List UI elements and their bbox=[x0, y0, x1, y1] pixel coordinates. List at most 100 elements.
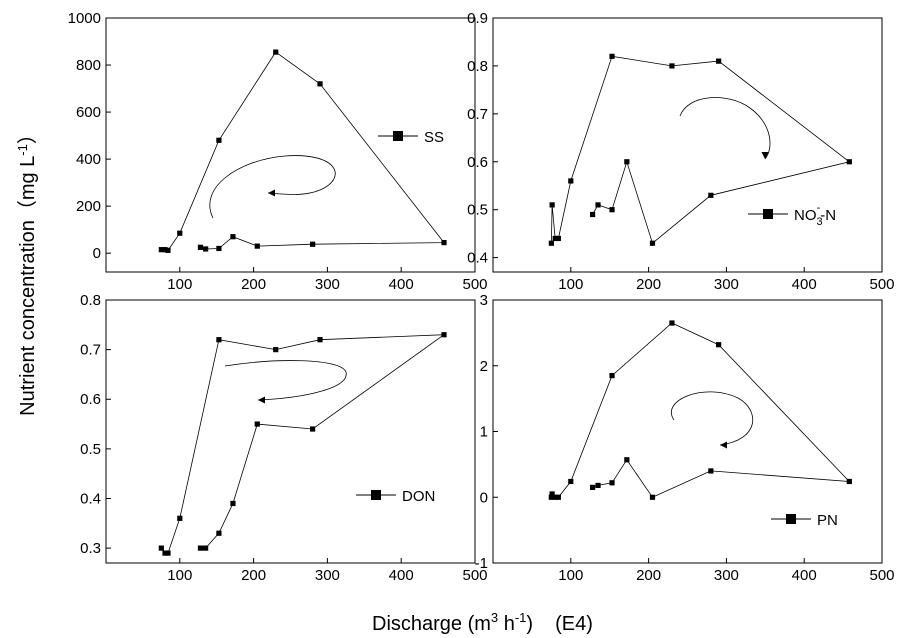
x-tick-label: 300 bbox=[315, 567, 340, 584]
data-point bbox=[595, 202, 600, 207]
x-tick-label: 400 bbox=[389, 567, 414, 584]
data-point bbox=[230, 234, 235, 239]
data-point bbox=[203, 546, 208, 551]
arrow-head-icon bbox=[258, 397, 265, 404]
hysteresis-arrow bbox=[680, 98, 770, 159]
data-point bbox=[255, 244, 260, 249]
plot-frame bbox=[106, 18, 475, 272]
legend-label: DON bbox=[402, 488, 435, 505]
data-point bbox=[216, 337, 221, 342]
data-point bbox=[568, 178, 573, 183]
data-point bbox=[669, 320, 674, 325]
panel-top-left: 100 200 300 400 500 0 200 400 600 800 1000 SS bbox=[68, 10, 488, 293]
x-tick-label: 500 bbox=[462, 276, 487, 293]
data-point bbox=[216, 138, 221, 143]
y-tick-label: 0.7 bbox=[80, 342, 101, 359]
data-point bbox=[198, 546, 203, 551]
legend: PN bbox=[771, 512, 838, 529]
x-tick-label: 400 bbox=[792, 567, 817, 584]
data-point bbox=[650, 495, 655, 500]
panel-bottom-left: 100 200 300 400 500 0.3 0.4 0.5 0.6 0.7 0.8 DON bbox=[80, 292, 487, 584]
data-point bbox=[669, 63, 674, 68]
y-axis-title: Nutrient concentration（mg L-1） bbox=[15, 124, 39, 416]
y-tick-label: 0.9 bbox=[467, 10, 488, 27]
y-tick-label: 600 bbox=[76, 104, 101, 121]
data-point bbox=[550, 202, 555, 207]
panel-top-right: 100 200 300 400 500 0.4 0.5 0.6 0.7 0.8 0.9 NO3--N bbox=[467, 10, 894, 293]
panel-bottom-right: 100 200 300 400 500-10123PN bbox=[475, 292, 895, 584]
data-point bbox=[165, 550, 170, 555]
y-tick-label: 0.6 bbox=[467, 154, 488, 171]
series-line bbox=[161, 52, 444, 250]
data-point bbox=[624, 159, 629, 164]
data-point bbox=[609, 480, 614, 485]
x-tick-label: 500 bbox=[869, 567, 894, 584]
x-tick-label: 300 bbox=[714, 567, 739, 584]
x-tick-label: 200 bbox=[241, 276, 266, 293]
data-point bbox=[595, 483, 600, 488]
x-tick-label: 100 bbox=[558, 567, 583, 584]
data-point bbox=[216, 246, 221, 251]
legend: NO3--N bbox=[748, 202, 836, 228]
data-point bbox=[847, 479, 852, 484]
data-point bbox=[441, 332, 446, 337]
data-point bbox=[708, 193, 713, 198]
data-point bbox=[310, 426, 315, 431]
data-point bbox=[549, 241, 554, 246]
y-tick-label: 800 bbox=[76, 57, 101, 74]
data-point bbox=[198, 245, 203, 250]
arrow-head-icon bbox=[720, 442, 727, 449]
x-tick-label: 200 bbox=[636, 567, 661, 584]
y-tick-label: 200 bbox=[76, 198, 101, 215]
y-tick-label: 1000 bbox=[68, 10, 101, 27]
data-point bbox=[255, 421, 260, 426]
data-point bbox=[847, 159, 852, 164]
x-tick-label: 400 bbox=[389, 276, 414, 293]
legend: DON bbox=[356, 488, 435, 505]
y-tick-label: 0.5 bbox=[467, 202, 488, 219]
data-point bbox=[609, 207, 614, 212]
x-tick-label: 100 bbox=[167, 276, 192, 293]
data-point bbox=[216, 531, 221, 536]
series-line bbox=[161, 335, 444, 553]
data-point bbox=[273, 347, 278, 352]
legend-label: SS bbox=[424, 129, 444, 146]
data-point bbox=[317, 337, 322, 342]
y-tick-label: 0.8 bbox=[467, 58, 488, 75]
y-tick-label: 0.8 bbox=[80, 292, 101, 309]
y-tick-label: 1 bbox=[480, 424, 488, 441]
data-point bbox=[177, 516, 182, 521]
data-point bbox=[568, 479, 573, 484]
data-point bbox=[556, 495, 561, 500]
x-tick-label: 100 bbox=[558, 276, 583, 293]
data-point bbox=[624, 457, 629, 462]
data-point bbox=[609, 373, 614, 378]
data-point bbox=[273, 50, 278, 55]
panels: 100 200 300 400 500 0 200 400 600 800 1000 SS 100 200… bbox=[68, 10, 895, 584]
hysteresis-arrow bbox=[225, 361, 346, 400]
data-point bbox=[609, 54, 614, 59]
y-tick-label: 2 bbox=[480, 358, 488, 375]
data-point bbox=[650, 241, 655, 246]
x-tick-label: 100 bbox=[167, 567, 192, 584]
x-tick-label: 500 bbox=[869, 276, 894, 293]
legend-label: NO3--N bbox=[794, 202, 836, 228]
y-tick-label: 3 bbox=[480, 292, 488, 309]
data-point bbox=[441, 240, 446, 245]
y-tick-label: 0 bbox=[93, 245, 101, 262]
x-tick-label: 200 bbox=[241, 567, 266, 584]
data-point bbox=[159, 546, 164, 551]
y-tick-label: -1 bbox=[475, 555, 488, 572]
x-tick-label: 200 bbox=[636, 276, 661, 293]
legend-marker bbox=[393, 131, 403, 141]
data-point bbox=[590, 485, 595, 490]
data-point bbox=[590, 212, 595, 217]
x-tick-label: 300 bbox=[315, 276, 340, 293]
y-tick-label: 0.7 bbox=[467, 106, 488, 123]
data-point bbox=[556, 236, 561, 241]
x-tick-label: 400 bbox=[792, 276, 817, 293]
data-point bbox=[203, 246, 208, 251]
y-tick-label: 0.4 bbox=[467, 250, 488, 267]
data-point bbox=[230, 501, 235, 506]
